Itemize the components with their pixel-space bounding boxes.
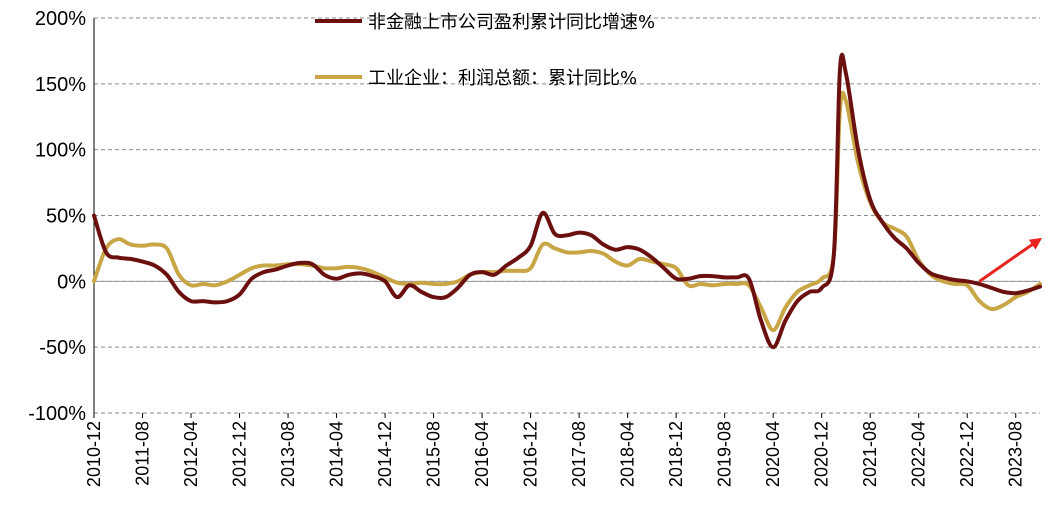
x-tick-label: 2019-08 xyxy=(715,421,735,487)
x-tick-label: 2014-12 xyxy=(375,421,395,487)
x-tick-label: 2010-12 xyxy=(84,421,104,487)
x-tick-label: 2016-12 xyxy=(521,421,541,487)
x-tick-label: 2020-04 xyxy=(763,421,783,487)
x-tick-label: 2013-08 xyxy=(278,421,298,487)
x-tick-label: 2018-12 xyxy=(666,421,686,487)
x-tick-label: 2015-08 xyxy=(424,421,444,487)
y-tick-label: -100% xyxy=(28,403,86,425)
legend: 非金融上市公司盈利累计同比增速% 工业企业：利润总额：累计同比% xyxy=(315,12,655,89)
legend-label-series-1: 非金融上市公司盈利累计同比增速% xyxy=(368,12,655,33)
x-tick-label: 2016-04 xyxy=(472,421,492,487)
x-tick-label: 2011-08 xyxy=(133,421,153,486)
x-tick-label: 2021-08 xyxy=(860,421,880,487)
x-tick-label: 2022-12 xyxy=(957,421,977,487)
x-tick-label: 2017-08 xyxy=(569,421,589,487)
annotation-layer xyxy=(978,237,1042,283)
x-tick-label: 2012-12 xyxy=(230,421,250,487)
y-tick-label: 150% xyxy=(35,74,86,96)
y-axis-ticks: 200% 150% 100% 50% 0% -50% -100% xyxy=(28,8,86,425)
x-tick-label: 2023-08 xyxy=(1006,421,1026,487)
y-tick-label: 200% xyxy=(35,8,86,30)
trend-arrow xyxy=(978,237,1042,283)
x-tick-label: 2022-04 xyxy=(909,421,929,487)
x-tick-label: 2018-04 xyxy=(618,421,638,487)
y-tick-label: 100% xyxy=(35,140,86,162)
y-tick-label: -50% xyxy=(39,337,86,359)
y-tick-label: 50% xyxy=(46,206,86,228)
series-layer xyxy=(92,52,1042,350)
series-line-2 xyxy=(92,90,1042,333)
series-line-1 xyxy=(92,52,1042,350)
x-tick-label: 2014-04 xyxy=(327,421,347,487)
x-tick-label: 2020-12 xyxy=(812,421,832,487)
grid-layer xyxy=(93,17,1040,414)
x-tick-label: 2012-04 xyxy=(181,421,201,487)
x-axis-ticks: 2010-12 2011-08 2012-04 2012-12 2013-08 2014-… xyxy=(84,413,1026,487)
legend-label-series-2: 工业企业：利润总额：累计同比% xyxy=(368,68,637,89)
y-tick-label: 0% xyxy=(57,271,86,293)
